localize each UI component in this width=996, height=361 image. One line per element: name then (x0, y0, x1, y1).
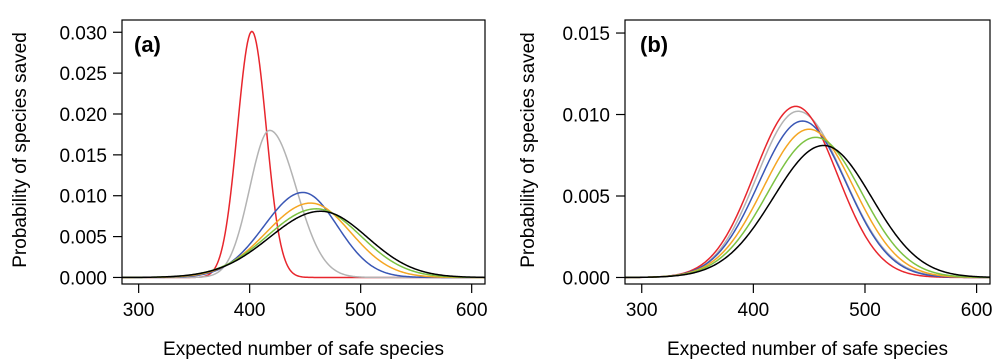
series-group (624, 105, 991, 279)
x-axis-title: Expected number of safe species (163, 339, 444, 360)
y-tick-label: 0.015 (59, 146, 107, 167)
series-line-6 (121, 210, 486, 279)
panel-b: 300 400 500 600 0.000 0.005 0.010 0.015 Expected… (518, 19, 993, 360)
series-line-3 (625, 120, 990, 279)
series-line-5 (624, 136, 991, 279)
x-axis-title: Expected number of safe species (667, 339, 948, 360)
series-line-6 (624, 144, 991, 279)
y-tick-label: 0.000 (59, 268, 107, 289)
series-line-5 (121, 208, 485, 279)
x-tick-label: 400 (738, 300, 770, 321)
series-line-1 (624, 110, 991, 279)
y-tick-label: 0.000 (562, 268, 610, 289)
y-tick-label: 0.010 (59, 187, 107, 208)
y-tick-label: 0.015 (562, 24, 610, 45)
plot-frame (121, 19, 486, 285)
y-tick-label: 0.005 (562, 187, 610, 208)
series-group (121, 30, 486, 279)
x-tick-label: 600 (456, 300, 488, 321)
x-tick-label: 300 (626, 300, 658, 321)
y-axis-title: Probability of species saved (10, 32, 31, 268)
plot-frame (624, 19, 991, 285)
panel-a: 300 400 500 600 0.000 0.005 0.010 0.015 0.020 0.0… (10, 19, 488, 360)
y-tick-label: 0.025 (59, 64, 107, 85)
x-tick-label: 400 (234, 300, 266, 321)
y-tick-label: 0.020 (59, 105, 107, 126)
series-line-3 (122, 191, 485, 279)
x-tick-label: 600 (961, 300, 993, 321)
panel-label: (a) (134, 32, 161, 57)
x-tick-label: 500 (849, 300, 881, 321)
y-tick-label: 0.030 (59, 23, 107, 44)
y-tick-label: 0.010 (562, 106, 610, 127)
y-tick-label: 0.005 (59, 228, 107, 249)
x-tick-label: 300 (123, 300, 155, 321)
y-axis-title: Probability of species saved (518, 32, 539, 268)
series-line-2 (624, 105, 990, 279)
x-tick-label: 500 (345, 300, 377, 321)
panel-label: (b) (640, 32, 668, 57)
series-line-1 (122, 30, 485, 279)
